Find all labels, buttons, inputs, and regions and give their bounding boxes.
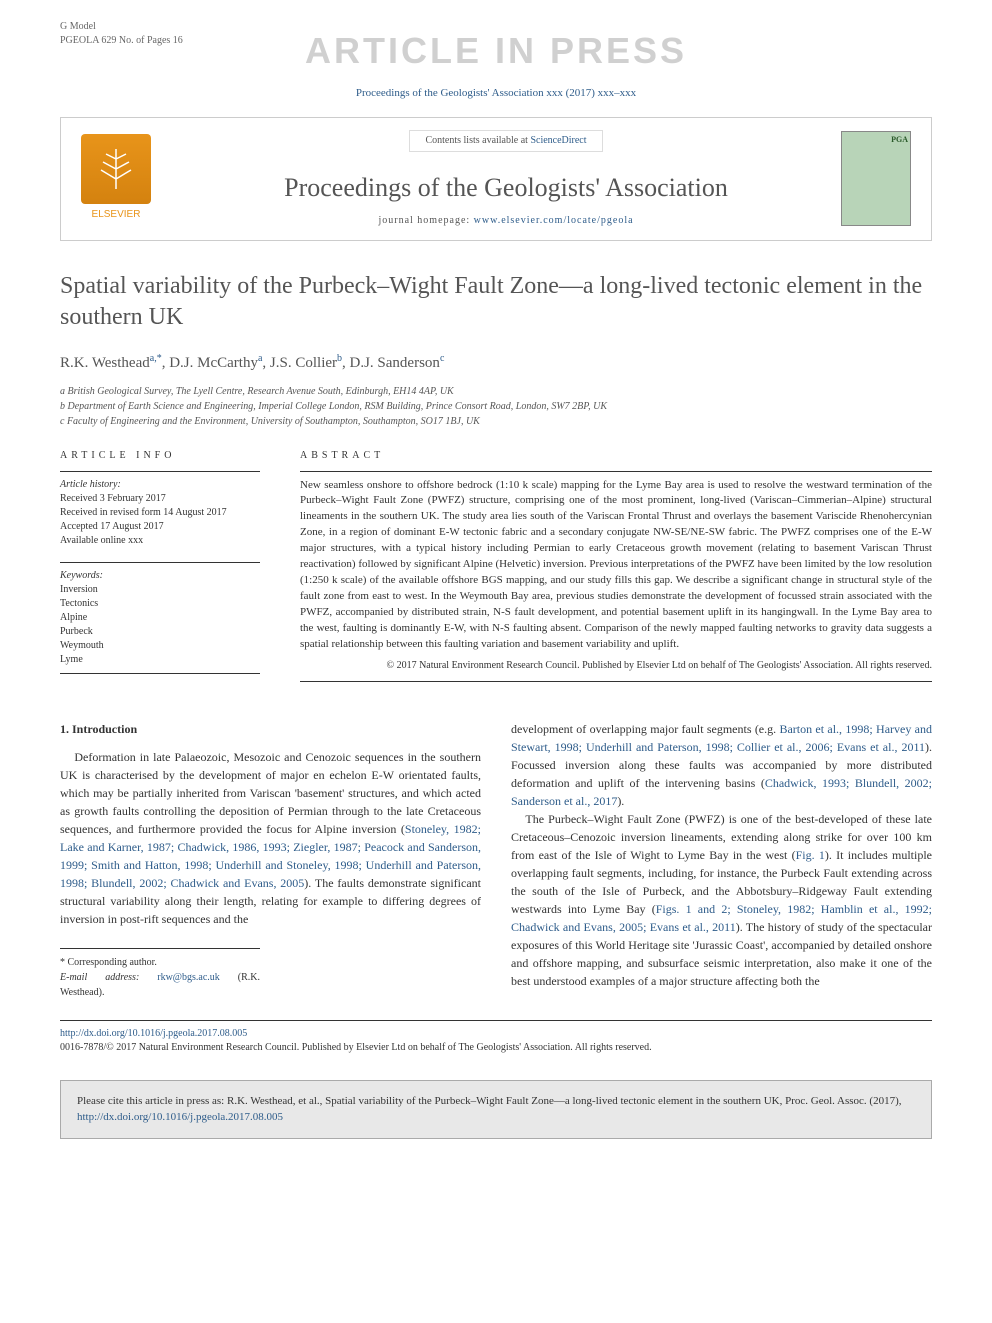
contents-prefix: Contents lists available at: [425, 135, 530, 146]
homepage-prefix: journal homepage:: [378, 215, 473, 226]
cover-badge: PGA: [891, 134, 908, 145]
cite-box: Please cite this article in press as: R.…: [60, 1080, 932, 1139]
keyword-line: Alpine: [60, 611, 260, 625]
issn-copyright: 0016-7878/© 2017 Natural Environment Res…: [60, 1041, 932, 1055]
article-title: Spatial variability of the Purbeck–Wight…: [60, 271, 932, 333]
affiliation-line: a British Geological Survey, The Lyell C…: [60, 384, 932, 399]
section-1-heading: 1. Introduction: [60, 720, 481, 738]
elsevier-text: ELSEVIER: [81, 208, 151, 222]
abstract-heading: ABSTRACT: [300, 449, 932, 463]
elsevier-logo: ELSEVIER: [81, 134, 151, 224]
elsevier-tree-icon: [81, 134, 151, 204]
intro-paragraph-2: The Purbeck–Wight Fault Zone (PWFZ) is o…: [511, 810, 932, 990]
keyword-line: Lyme: [60, 653, 260, 667]
authors-list: R.K. Westheada,*, D.J. McCarthya, J.S. C…: [60, 352, 932, 374]
history-line: Received in revised form 14 August 2017: [60, 506, 260, 520]
contents-line: Contents lists available at ScienceDirec…: [409, 130, 602, 152]
history-line: Accepted 17 August 2017: [60, 520, 260, 534]
masthead-center: Contents lists available at ScienceDirec…: [171, 130, 841, 228]
doi-link[interactable]: http://dx.doi.org/10.1016/j.pgeola.2017.…: [60, 1028, 247, 1039]
abstract-column: ABSTRACT New seamless onshore to offshor…: [300, 449, 932, 690]
article-page: G Model PGEOLA 629 No. of Pages 16 ARTIC…: [0, 0, 992, 1179]
history-label: Article history:: [60, 478, 260, 492]
email-line: E-mail address: rkw@bgs.ac.uk (R.K. West…: [60, 970, 260, 1000]
keyword-line: Weymouth: [60, 639, 260, 653]
homepage-line: journal homepage: www.elsevier.com/locat…: [171, 214, 841, 228]
author-email-link[interactable]: rkw@bgs.ac.uk: [157, 972, 220, 983]
article-history-block: Article history: Received 3 February 201…: [60, 471, 260, 548]
abstract-divider: [300, 681, 932, 682]
p1c-text-c: ).: [617, 794, 624, 808]
journal-title: Proceedings of the Geologists' Associati…: [171, 170, 841, 206]
journal-cover-thumbnail: PGA: [841, 131, 911, 226]
history-line: Available online xxx: [60, 534, 260, 548]
article-info-column: ARTICLE INFO Article history: Received 3…: [60, 449, 260, 690]
homepage-link[interactable]: www.elsevier.com/locate/pgeola: [474, 215, 634, 226]
keyword-line: Tectonics: [60, 597, 260, 611]
doi-block: http://dx.doi.org/10.1016/j.pgeola.2017.…: [60, 1020, 932, 1055]
corresponding-author-footnote: * Corresponding author. E-mail address: …: [60, 948, 260, 1000]
affiliations: a British Geological Survey, The Lyell C…: [60, 384, 932, 429]
corr-author-label: * Corresponding author.: [60, 955, 260, 970]
keywords-block: Keywords: InversionTectonicsAlpinePurbec…: [60, 562, 260, 674]
body-column-right: development of overlapping major fault s…: [511, 720, 932, 1000]
body-column-left: 1. Introduction Deformation in late Pala…: [60, 720, 481, 1000]
sciencedirect-link[interactable]: ScienceDirect: [530, 135, 586, 146]
intro-paragraph-1-cont: development of overlapping major fault s…: [511, 720, 932, 810]
cite-doi-link[interactable]: http://dx.doi.org/10.1016/j.pgeola.2017.…: [77, 1111, 283, 1123]
email-label: E-mail address:: [60, 972, 157, 983]
in-press-watermark: ARTICLE IN PRESS: [60, 26, 932, 76]
abstract-copyright: © 2017 Natural Environment Research Coun…: [300, 659, 932, 673]
intro-paragraph-1: Deformation in late Palaeozoic, Mesozoic…: [60, 748, 481, 928]
body-columns: 1. Introduction Deformation in late Pala…: [60, 720, 932, 1000]
affiliation-line: c Faculty of Engineering and the Environ…: [60, 414, 932, 429]
affiliation-line: b Department of Earth Science and Engine…: [60, 399, 932, 414]
abstract-text: New seamless onshore to offshore bedrock…: [300, 471, 932, 653]
p1c-text-a: development of overlapping major fault s…: [511, 722, 779, 736]
fig-1-link[interactable]: Fig. 1: [796, 848, 825, 862]
article-info-heading: ARTICLE INFO: [60, 449, 260, 463]
history-line: Received 3 February 2017: [60, 492, 260, 506]
keywords-label: Keywords:: [60, 569, 260, 583]
keyword-line: Inversion: [60, 583, 260, 597]
keyword-line: Purbeck: [60, 625, 260, 639]
proceedings-citation: Proceedings of the Geologists' Associati…: [60, 86, 932, 101]
masthead: ELSEVIER Contents lists available at Sci…: [60, 117, 932, 241]
info-abstract-row: ARTICLE INFO Article history: Received 3…: [60, 449, 932, 690]
cite-text: Please cite this article in press as: R.…: [77, 1095, 902, 1107]
